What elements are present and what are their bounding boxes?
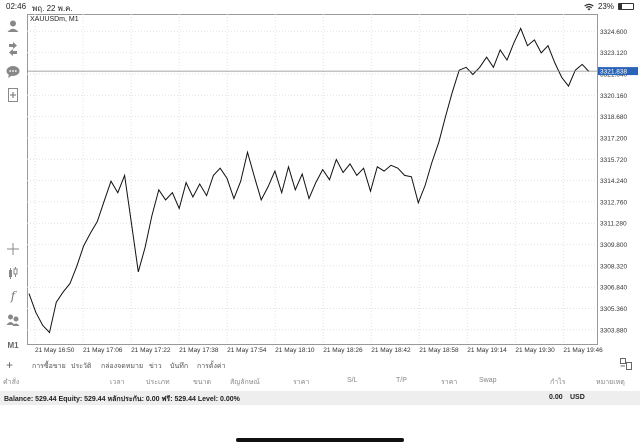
- terminal-tabs: + การซื้อขาย ประวัติ กล่องจดหมาย ข่าว บั…: [0, 358, 640, 372]
- time-label: 21 May 18:42: [371, 347, 411, 354]
- symbol-label: XAUUSDm, M1: [30, 16, 79, 23]
- transfer-icon[interactable]: [4, 40, 22, 58]
- layout-icon[interactable]: [620, 358, 632, 373]
- col-comment: หมายเหตุ: [596, 379, 625, 386]
- time-label: 21 May 17:54: [227, 347, 267, 354]
- price-level-label: 3317.200: [600, 135, 627, 142]
- price-level-label: 3308.320: [600, 263, 627, 270]
- col-volume: ขนาด: [193, 379, 212, 386]
- col-open-price: ราคา: [293, 379, 310, 386]
- time-label: 21 May 18:10: [275, 347, 315, 354]
- new-order-icon[interactable]: [4, 86, 22, 104]
- status-time: 02:46: [6, 2, 27, 11]
- time-label: 21 May 16:50: [35, 347, 75, 354]
- price-level-label: 3306.840: [600, 285, 627, 292]
- crosshair-icon[interactable]: [4, 240, 22, 258]
- currency: USD: [570, 394, 585, 401]
- current-price-label: 3321.838: [600, 69, 627, 76]
- time-label: 21 May 19:30: [515, 347, 555, 354]
- price-level-label: 3312.760: [600, 199, 627, 206]
- price-level-label: 3309.800: [600, 242, 627, 249]
- tab-trade[interactable]: การซื้อขาย: [32, 363, 66, 370]
- col-swap: Swap: [479, 377, 497, 384]
- tab-mailbox[interactable]: กล่องจดหมาย: [101, 363, 144, 370]
- function-icon[interactable]: 𝑓: [10, 289, 16, 303]
- time-label: 21 May 18:26: [323, 347, 363, 354]
- status-bar: 02:46 พฤ. 22 พ.ค. 23%: [0, 0, 640, 14]
- price-level-label: 3311.280: [600, 221, 627, 228]
- trade-table-header: คำสั่ง เวลา ประเภท ขนาด สัญลักษณ์ ราคา S…: [0, 376, 640, 388]
- tab-history[interactable]: ประวัติ: [71, 363, 92, 370]
- time-label: 21 May 19:46: [563, 347, 603, 354]
- price-level-label: 3318.680: [600, 114, 627, 121]
- battery-fill: [619, 4, 623, 9]
- home-indicator: [236, 438, 404, 442]
- chat-icon[interactable]: [4, 63, 22, 81]
- timeframe-button[interactable]: M1: [7, 340, 19, 350]
- price-level-label: 3305.360: [600, 306, 627, 313]
- plus-icon[interactable]: +: [6, 358, 14, 372]
- price-level-label: 3323.120: [600, 50, 627, 57]
- battery-icon: [618, 3, 634, 10]
- col-price: ราคา: [441, 379, 458, 386]
- col-profit: กำไร: [550, 379, 566, 386]
- price-level-label: 3303.880: [600, 327, 627, 334]
- current-price-tag: [598, 67, 638, 76]
- col-symbol: สัญลักษณ์: [230, 379, 260, 386]
- status-right: 23%: [584, 2, 634, 11]
- time-label: 21 May 17:22: [131, 347, 171, 354]
- time-label: 21 May 17:06: [83, 347, 123, 354]
- balance-row: Balance: 529.44 Equity: 529.44 หลักประกั…: [0, 391, 640, 405]
- chart-frame: [27, 14, 598, 345]
- left-toolbar: 𝑓 M1: [0, 14, 27, 354]
- col-type: ประเภท: [146, 379, 170, 386]
- time-label: 21 May 19:14: [467, 347, 507, 354]
- tab-news[interactable]: ข่าว: [149, 363, 162, 370]
- battery-percent: 23%: [597, 2, 614, 11]
- price-level-label: 3315.720: [600, 157, 627, 164]
- total-profit: 0.00: [549, 394, 563, 401]
- tab-journal[interactable]: บันทึก: [170, 363, 189, 370]
- user-icon[interactable]: [4, 17, 22, 35]
- tab-settings[interactable]: การตั้งค่า: [197, 363, 226, 370]
- status-date: พฤ. 22 พ.ค.: [32, 4, 73, 13]
- time-label: 21 May 17:38: [179, 347, 219, 354]
- price-level-label: 3314.240: [600, 178, 627, 185]
- col-sl: S/L: [347, 377, 358, 384]
- wifi-icon: [584, 3, 594, 10]
- col-time: เวลา: [110, 379, 125, 386]
- candles-icon[interactable]: [4, 264, 22, 282]
- col-tp: T/P: [396, 377, 407, 384]
- price-level-label: 3324.600: [600, 29, 627, 36]
- objects-icon[interactable]: [4, 311, 22, 329]
- price-chart[interactable]: 3324.6003323.1203321.6403320.1603318.680…: [27, 14, 640, 354]
- balance-summary: Balance: 529.44 Equity: 529.44 หลักประกั…: [4, 396, 240, 403]
- col-order: คำสั่ง: [3, 379, 20, 386]
- price-level-label: 3320.160: [600, 93, 627, 100]
- time-label: 21 May 18:58: [419, 347, 459, 354]
